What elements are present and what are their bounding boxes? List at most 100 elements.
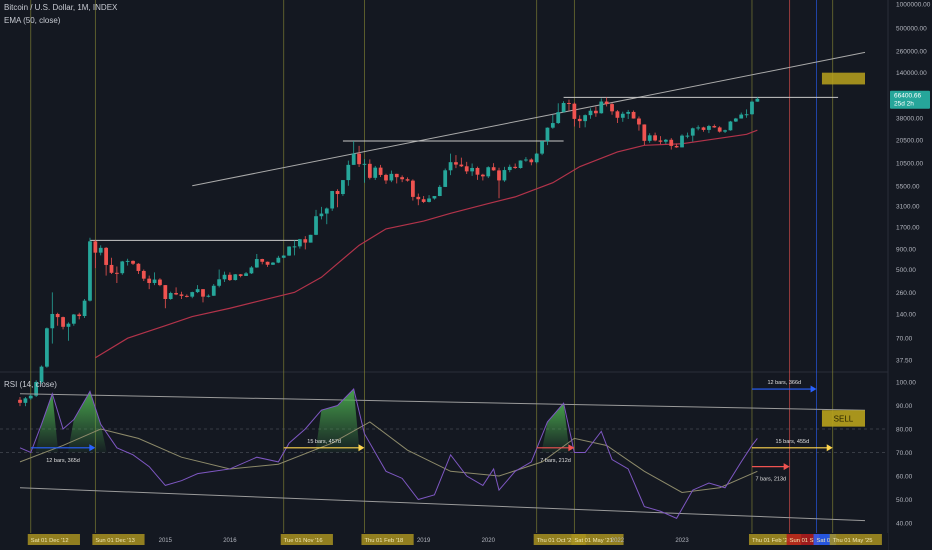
candle-body <box>534 153 539 163</box>
candle-body <box>125 260 130 262</box>
candle-body <box>297 239 302 247</box>
candle-body <box>98 247 103 253</box>
time-tick-label: Thu 01 Feb '24 <box>752 538 792 544</box>
price-tick-label: 37.50 <box>896 358 913 365</box>
time-tick-label: Sat 0 <box>817 538 831 544</box>
time-tick-label: Thu 01 May '25 <box>833 538 873 544</box>
candle-body <box>712 126 717 128</box>
candle-body <box>717 127 722 132</box>
candle-body <box>733 118 738 122</box>
rsi-overbought-area <box>541 403 570 453</box>
candle-body <box>66 323 71 327</box>
time-axis-highlight <box>813 534 837 545</box>
candle-body <box>427 198 431 202</box>
candle-body <box>588 110 593 116</box>
candle-body <box>750 101 754 115</box>
symbol-title[interactable]: Bitcoin / U.S. Dollar, 1M, INDEX <box>4 3 118 12</box>
candle-body <box>18 399 22 403</box>
candle-body <box>158 279 162 286</box>
time-axis-highlight <box>533 534 586 545</box>
candle-body <box>459 164 464 167</box>
candle-body <box>28 395 33 399</box>
candle-body <box>228 274 232 281</box>
candle-body <box>723 130 727 132</box>
time-axis-highlight <box>361 534 414 545</box>
candle-body <box>195 289 200 293</box>
price-tick-label: 38000.00 <box>896 116 923 123</box>
candle-body <box>233 274 238 281</box>
candle-body <box>201 289 205 297</box>
candle-body <box>292 246 297 248</box>
candle-body <box>701 127 706 130</box>
price-tick-label: 5500.00 <box>896 183 920 190</box>
duration-arrowhead <box>783 463 790 471</box>
duration-label: 15 bars, 455d <box>776 439 810 445</box>
rsi-tick-label: 100.00 <box>896 380 916 387</box>
rsi-tick-label: 80.00 <box>896 427 913 434</box>
candle-body <box>755 98 760 102</box>
duration-label: 12 bars, 365d <box>46 458 80 464</box>
candle-body <box>319 213 324 217</box>
candle-body <box>502 170 507 181</box>
candle-body <box>120 261 125 274</box>
candle-body <box>561 102 566 113</box>
candle-body <box>529 159 534 163</box>
candle-body <box>556 112 561 124</box>
candle-body <box>507 166 512 171</box>
candle-body <box>572 103 577 119</box>
candle-body <box>400 177 405 180</box>
price-tick-label: 260000.00 <box>896 49 927 56</box>
price-tick-label: 1000000.00 <box>896 2 931 9</box>
time-tick-label: 2022 <box>611 538 625 544</box>
time-axis-highlight <box>829 534 882 545</box>
time-tick-label: Tue 01 Nov '16 <box>284 538 323 544</box>
candle-body <box>518 160 523 169</box>
candle-body <box>663 139 668 142</box>
bar-countdown-label: 25d 2h <box>894 101 914 108</box>
candle-body <box>690 128 695 136</box>
candle-body <box>61 317 65 327</box>
candle-body <box>71 314 76 324</box>
rsi-tick-label: 40.00 <box>896 521 913 528</box>
price-tick-label: 140000.00 <box>896 70 927 77</box>
candle-body <box>184 295 189 297</box>
time-tick-label: Thu 01 Oct '20 <box>537 538 575 544</box>
candle-body <box>480 174 485 177</box>
time-axis-highlight <box>786 534 820 545</box>
ema-line <box>95 129 758 359</box>
candle-body <box>260 259 265 262</box>
candle-body <box>45 328 49 367</box>
candle-body <box>620 113 625 118</box>
time-tick-label: 2016 <box>223 538 237 544</box>
time-axis-background <box>0 533 888 550</box>
candle-body <box>50 313 55 329</box>
candle-body <box>265 261 270 265</box>
candle-body <box>464 166 469 172</box>
candle-body <box>599 101 604 114</box>
candle-body <box>346 164 351 181</box>
candle-body <box>454 162 458 165</box>
candle-body <box>696 127 701 129</box>
candle-body <box>77 314 82 317</box>
candle-body <box>594 110 598 114</box>
rsi-indicator-label[interactable]: RSI (14, close) <box>4 380 57 389</box>
candle-body <box>524 159 528 161</box>
candle-body <box>238 274 243 276</box>
candle-body <box>34 381 39 396</box>
duration-arrowhead <box>568 444 575 452</box>
candle-body <box>190 292 195 297</box>
time-axis-highlight <box>748 534 802 545</box>
price-tick-label: 900.00 <box>896 246 916 253</box>
candle-body <box>104 247 108 265</box>
last-price-label: 66400.66 <box>894 93 921 100</box>
candle-body <box>631 111 636 119</box>
candle-body <box>351 153 356 165</box>
ema-indicator-label[interactable]: EMA (50, close) <box>4 16 61 25</box>
candle-body <box>513 166 518 169</box>
candle-body <box>82 300 87 317</box>
candle-body <box>174 293 178 295</box>
candle-body <box>357 153 361 165</box>
candle-body <box>23 398 28 403</box>
candle-body <box>39 366 44 382</box>
